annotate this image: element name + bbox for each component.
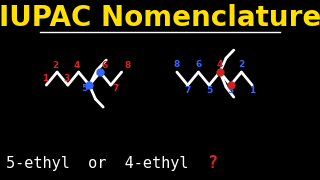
Text: 1: 1 — [249, 86, 255, 94]
Text: 5: 5 — [206, 86, 212, 94]
Text: 4: 4 — [74, 61, 80, 70]
Text: 7: 7 — [184, 86, 191, 94]
Text: 2: 2 — [238, 60, 244, 69]
Text: 7: 7 — [112, 84, 119, 93]
Text: 8: 8 — [174, 60, 180, 69]
Text: 5-ethyl  or  4-ethyl: 5-ethyl or 4-ethyl — [6, 156, 188, 170]
Text: 5: 5 — [82, 84, 88, 93]
Text: 2: 2 — [52, 61, 59, 70]
Text: 8: 8 — [124, 61, 131, 70]
Text: 1: 1 — [42, 74, 48, 83]
Text: ?: ? — [207, 154, 217, 172]
Text: 3: 3 — [63, 74, 69, 83]
Text: 6: 6 — [195, 60, 202, 69]
Text: IUPAC Nomenclature: IUPAC Nomenclature — [0, 4, 320, 32]
Text: 3: 3 — [228, 86, 234, 94]
Text: 6: 6 — [101, 61, 108, 70]
Text: 4: 4 — [217, 60, 223, 69]
